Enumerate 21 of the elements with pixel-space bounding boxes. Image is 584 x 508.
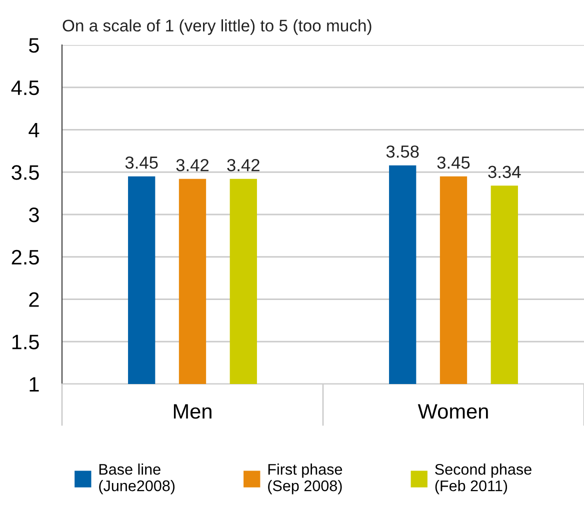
data-label: 3.34 (488, 166, 521, 178)
data-label: 3.45 (437, 156, 470, 169)
y-axis-title: On a scale of 1 (very little) to 5 (too much) (62, 19, 372, 35)
y-tick-label: 1 (30, 377, 39, 392)
y-tick-label: 2.5 (12, 250, 39, 265)
data-label: 3.42 (227, 159, 260, 172)
y-tick-label: 4 (28, 122, 40, 138)
y-tick-label: 2 (29, 292, 39, 307)
y-tick-label: 3.5 (12, 165, 39, 180)
data-label: 3.58 (386, 145, 419, 158)
data-label: 3.42 (176, 159, 209, 172)
y-tick-label: 3 (28, 208, 39, 222)
y-tick-label: 1.5 (12, 334, 39, 350)
y-tick-label: 4.5 (11, 80, 39, 96)
legend-label: Second phase (Feb 2011) (435, 464, 532, 494)
x-tick-label: Women (418, 404, 488, 419)
legend-label: Base line (June2008) (99, 464, 175, 494)
y-tick-label: 5 (29, 38, 39, 53)
legend-label: First phase (Sep 2008) (268, 464, 342, 494)
x-tick-label: Men (174, 404, 212, 419)
data-label: 3.45 (125, 156, 158, 169)
